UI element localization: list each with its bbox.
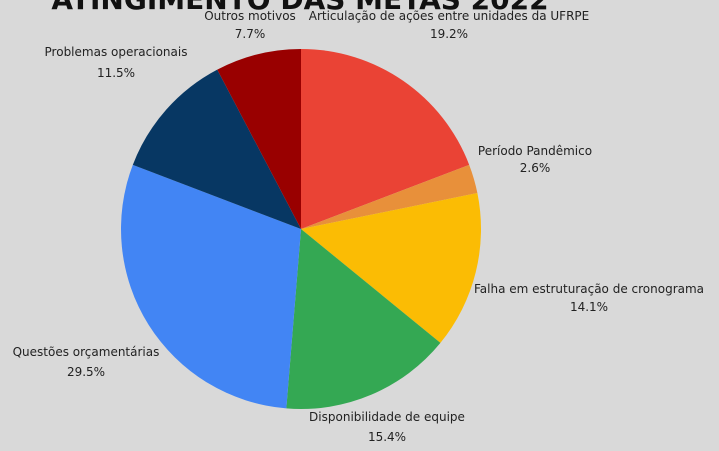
chart-title: ATINGIMENTO DAS METAS 2022 bbox=[51, 0, 548, 16]
pie-slice bbox=[217, 49, 301, 229]
slice-value-label: 2.6% bbox=[520, 161, 551, 175]
slice-label: Disponibilidade de equipe bbox=[309, 410, 465, 424]
pie-slice bbox=[120, 164, 301, 409]
pie-slice bbox=[286, 229, 441, 409]
slice-value-label: 15.4% bbox=[368, 430, 406, 444]
slice-value-label: 29.5% bbox=[67, 365, 105, 379]
slice-value-label: 19.2% bbox=[430, 27, 468, 41]
slice-label: Outros motivos bbox=[204, 9, 296, 23]
slice-value-label: 11.5% bbox=[97, 66, 135, 80]
slice-label: Questões orçamentárias bbox=[13, 345, 160, 359]
slice-label: Problemas operacionais bbox=[45, 45, 188, 59]
slice-value-label: 7.7% bbox=[235, 27, 266, 41]
pie-slice bbox=[301, 193, 481, 343]
slice-label: Falha em estruturação de cronograma bbox=[474, 282, 704, 296]
slice-label: Período Pandêmico bbox=[478, 144, 592, 158]
pie-slice bbox=[301, 164, 478, 229]
pie-slice bbox=[132, 69, 301, 230]
slice-label: Articulação de ações entre unidades da U… bbox=[309, 9, 590, 23]
slice-value-label: 14.1% bbox=[570, 300, 608, 314]
pie-slice bbox=[301, 49, 470, 229]
